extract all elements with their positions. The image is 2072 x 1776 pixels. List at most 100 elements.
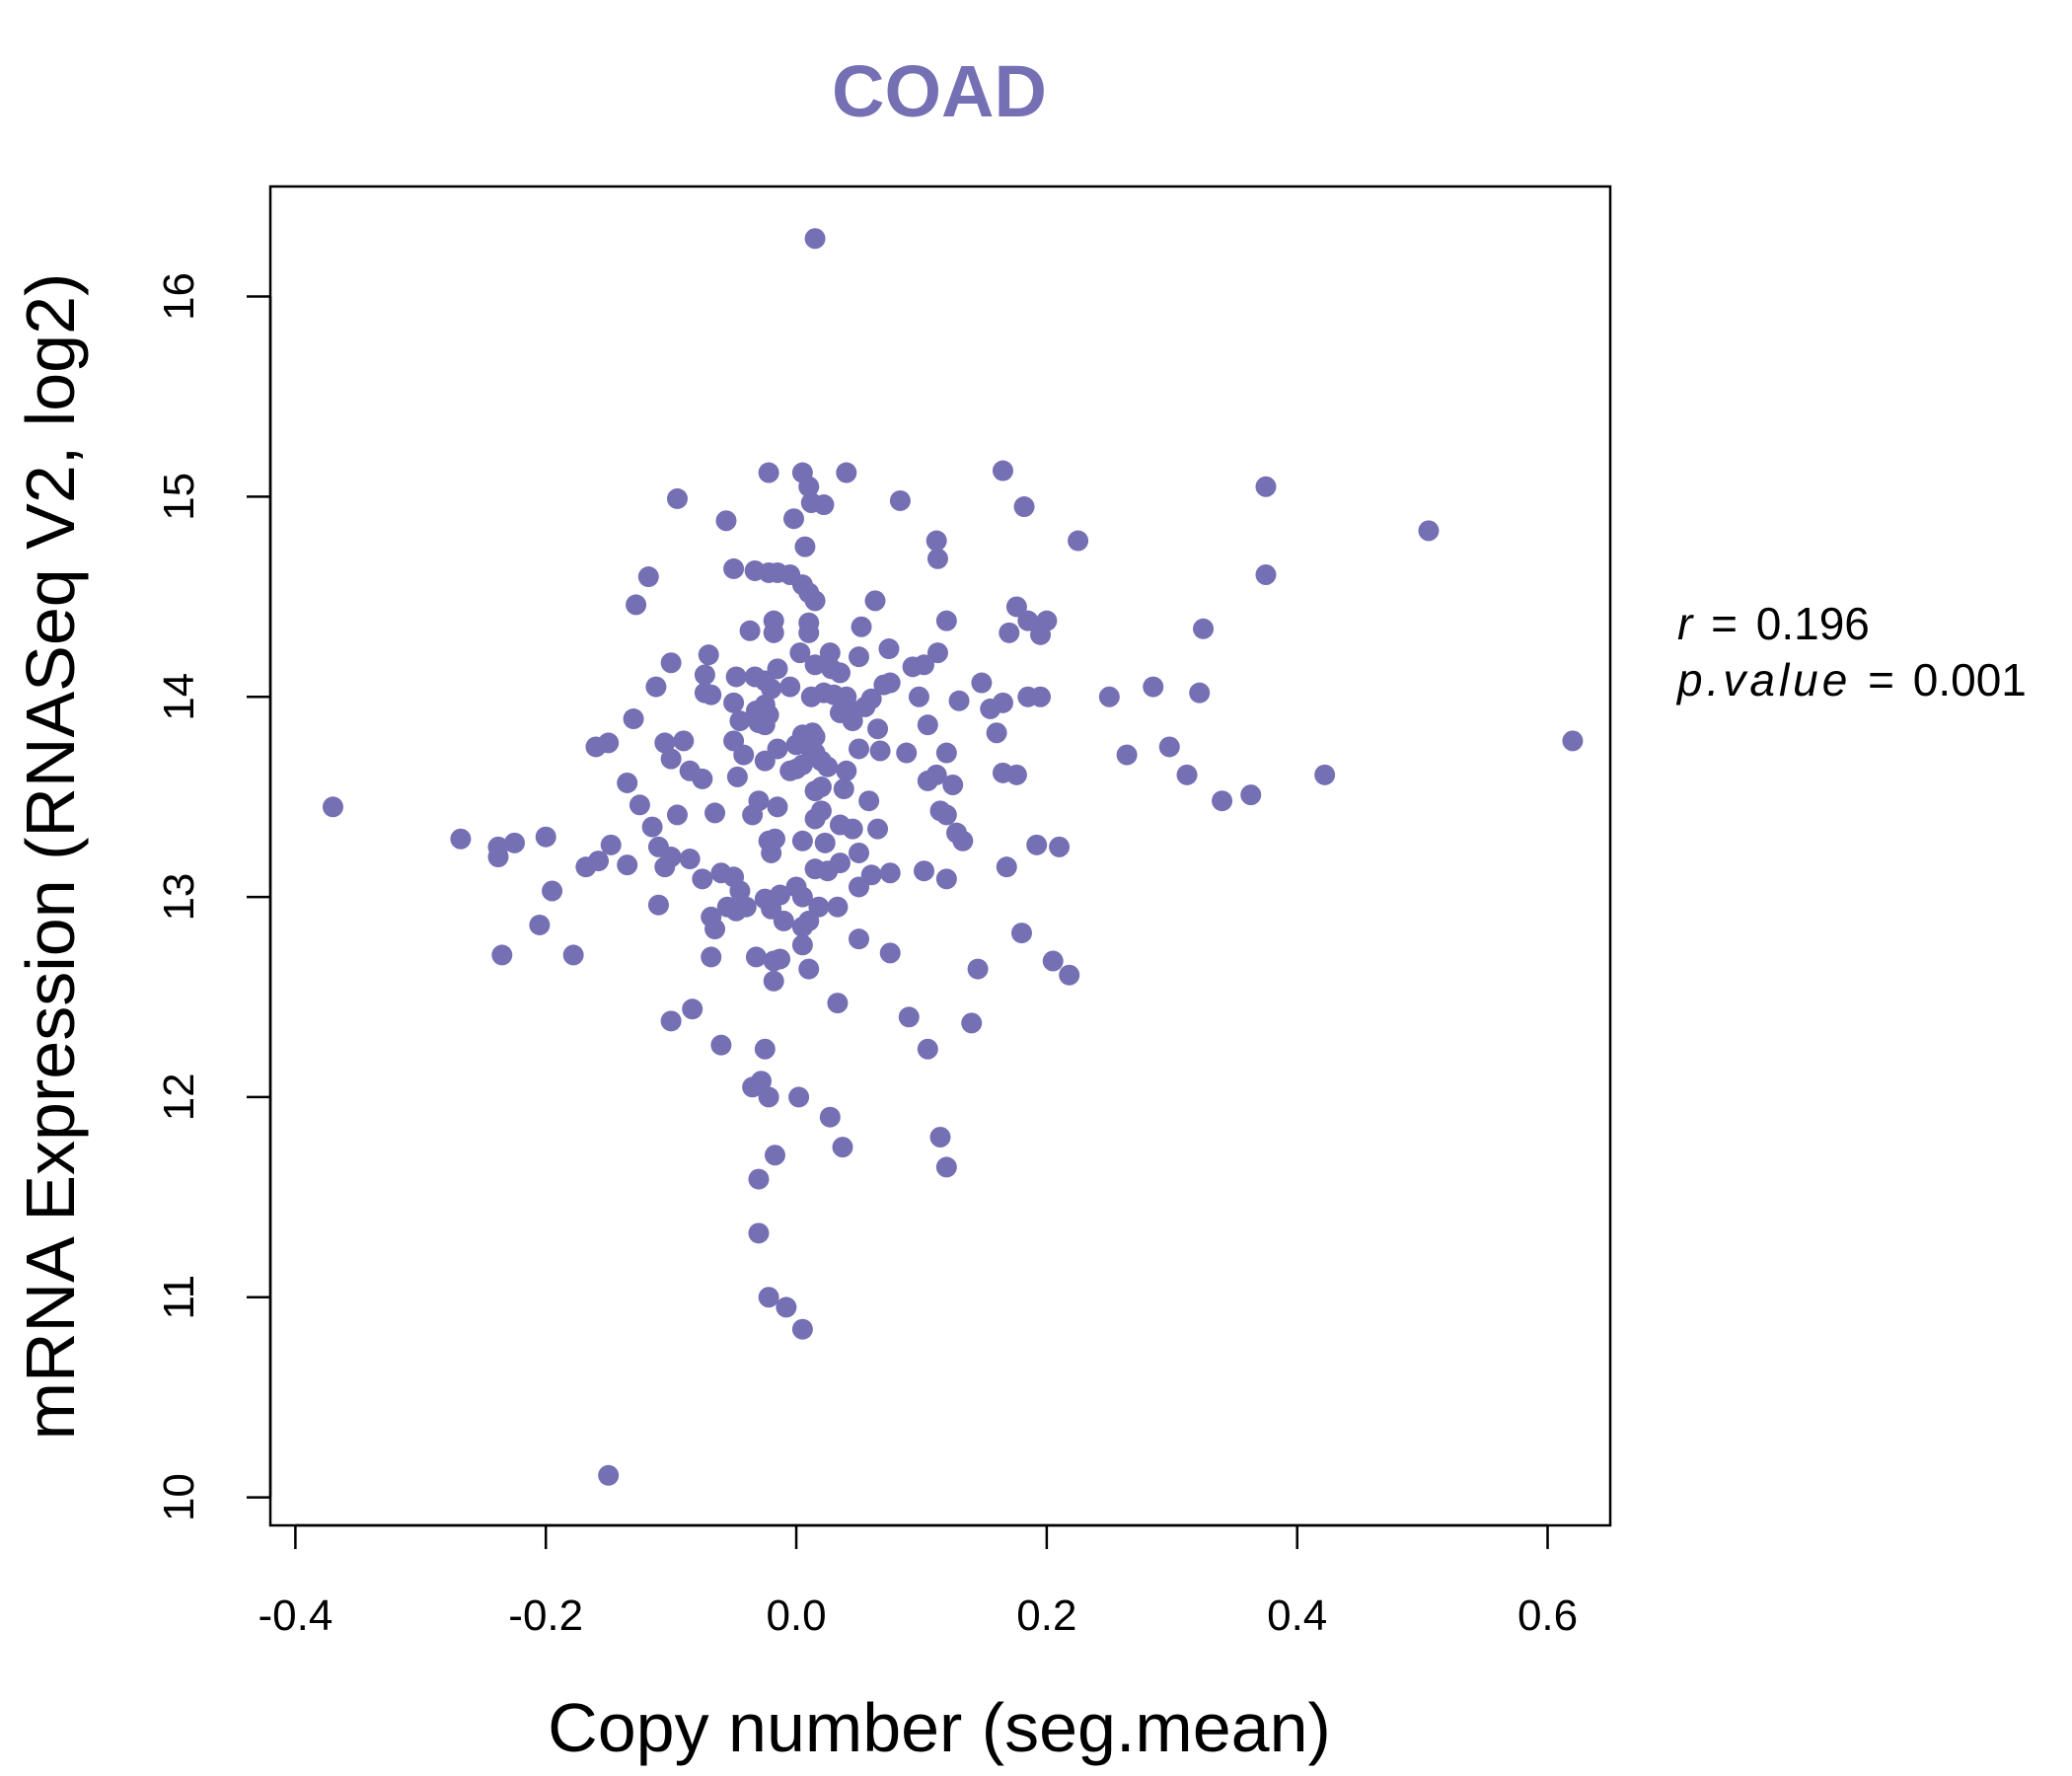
- data-point: [898, 1006, 920, 1028]
- data-point: [739, 620, 761, 641]
- data-point: [617, 772, 638, 793]
- data-point: [889, 489, 911, 511]
- data-point: [867, 718, 889, 740]
- y-tick-label: 14: [155, 673, 203, 721]
- data-point: [575, 856, 597, 878]
- data-point: [1240, 784, 1262, 806]
- r-value: 0.196: [1756, 598, 1870, 649]
- data-point: [817, 860, 839, 882]
- data-point: [754, 714, 776, 736]
- data-point: [763, 970, 784, 992]
- data-point: [1005, 596, 1027, 618]
- data-point: [926, 548, 948, 569]
- y-tick-label: 11: [155, 1275, 203, 1320]
- data-point: [879, 862, 901, 884]
- data-point: [660, 748, 682, 770]
- data-point: [851, 616, 872, 637]
- data-point: [487, 847, 509, 868]
- data-point: [849, 842, 870, 863]
- data-point: [629, 794, 650, 816]
- data-point: [794, 536, 816, 557]
- data-point: [623, 708, 644, 730]
- data-point: [1193, 618, 1215, 639]
- data-point: [660, 652, 682, 674]
- data-point: [783, 508, 805, 530]
- data-point: [935, 804, 957, 826]
- x-tick-label: -0.2: [508, 1591, 583, 1640]
- r-equals: =: [1711, 598, 1738, 649]
- data-point: [600, 834, 622, 855]
- data-point: [748, 1168, 770, 1190]
- data-point: [800, 686, 822, 707]
- r-label: r: [1677, 598, 1694, 649]
- data-point: [935, 742, 957, 764]
- data-point: [748, 1222, 770, 1244]
- data-point: [542, 880, 563, 902]
- p-label: p.value: [1675, 654, 1851, 705]
- data-point: [942, 774, 964, 795]
- data-point: [758, 1086, 779, 1108]
- data-point: [725, 900, 747, 922]
- data-point: [948, 690, 970, 711]
- data-point: [1158, 736, 1180, 758]
- data-point: [754, 1038, 776, 1060]
- data-point: [867, 818, 889, 840]
- data-point: [999, 622, 1020, 643]
- data-point: [1255, 476, 1277, 497]
- data-point: [1212, 790, 1233, 812]
- data-point: [761, 842, 782, 863]
- data-point: [761, 678, 782, 700]
- r-annotation: r = 0.196: [1677, 598, 1870, 649]
- data-point: [836, 760, 857, 781]
- data-point: [935, 1156, 957, 1178]
- data-point: [914, 860, 935, 882]
- data-point: [1010, 923, 1032, 944]
- data-point: [1005, 764, 1027, 785]
- data-point: [779, 760, 801, 781]
- data-point: [666, 487, 688, 509]
- data-point: [804, 808, 826, 830]
- data-point: [788, 1086, 810, 1108]
- data-point: [729, 880, 751, 902]
- data-point: [819, 642, 841, 664]
- data-point: [715, 510, 737, 532]
- p-equals: =: [1868, 654, 1894, 705]
- data-point: [873, 674, 895, 696]
- data-point: [798, 476, 820, 497]
- data-point: [1049, 836, 1071, 857]
- data-point: [819, 1106, 841, 1128]
- data-point: [637, 566, 659, 588]
- data-point: [773, 910, 794, 931]
- data-point: [798, 958, 820, 980]
- data-point: [1017, 610, 1039, 631]
- data-point: [952, 830, 974, 851]
- data-point: [763, 950, 784, 972]
- data-point: [929, 1126, 951, 1147]
- data-point: [791, 917, 813, 938]
- y-tick-label: 16: [155, 272, 203, 321]
- data-point: [704, 919, 726, 940]
- data-point: [829, 662, 851, 684]
- y-tick-label: 15: [155, 473, 203, 521]
- data-point: [842, 818, 863, 840]
- data-point: [836, 462, 857, 483]
- data-point: [763, 622, 784, 643]
- data-point: [804, 590, 826, 612]
- data-point: [967, 958, 989, 980]
- data-point: [879, 942, 901, 964]
- p-value: 0.001: [1913, 654, 2027, 705]
- data-point: [791, 1318, 813, 1340]
- data-point: [725, 666, 747, 688]
- data-points: [322, 228, 1584, 1486]
- data-point: [742, 804, 764, 826]
- chart-title: COAD: [832, 50, 1047, 132]
- data-point: [654, 856, 676, 878]
- data-point: [779, 676, 801, 698]
- data-point: [814, 832, 836, 853]
- data-point: [1255, 564, 1277, 586]
- data-point: [641, 816, 663, 838]
- data-point: [791, 934, 813, 956]
- p-annotation: p.value = 0.001: [1675, 654, 2027, 705]
- data-point: [935, 868, 957, 890]
